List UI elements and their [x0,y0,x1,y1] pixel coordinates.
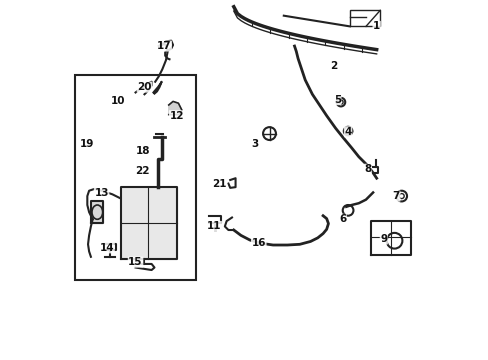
Text: 12: 12 [169,111,183,121]
Text: 22: 22 [135,166,150,176]
Text: 18: 18 [135,147,150,157]
Text: 3: 3 [251,139,258,149]
Text: 17: 17 [157,41,171,51]
Polygon shape [121,187,176,258]
Text: 7: 7 [392,191,399,201]
Polygon shape [168,102,182,114]
Text: 11: 11 [206,221,221,231]
Text: 6: 6 [338,214,346,224]
Text: 5: 5 [333,95,340,105]
Bar [75,75,196,280]
Bar [349,10,380,26]
Text: 16: 16 [251,238,265,248]
Text: 14: 14 [100,243,114,253]
Polygon shape [91,202,103,223]
Text: 15: 15 [128,257,142,267]
Text: 13: 13 [94,188,109,198]
Text: 20: 20 [137,82,151,92]
Text: 10: 10 [110,96,124,107]
Text: 9: 9 [380,234,386,244]
Text: 2: 2 [329,61,337,71]
Text: 21: 21 [212,179,226,189]
Text: 8: 8 [364,164,370,174]
Text: 19: 19 [80,139,94,149]
Text: 1: 1 [372,21,380,31]
Text: 4: 4 [344,127,351,137]
